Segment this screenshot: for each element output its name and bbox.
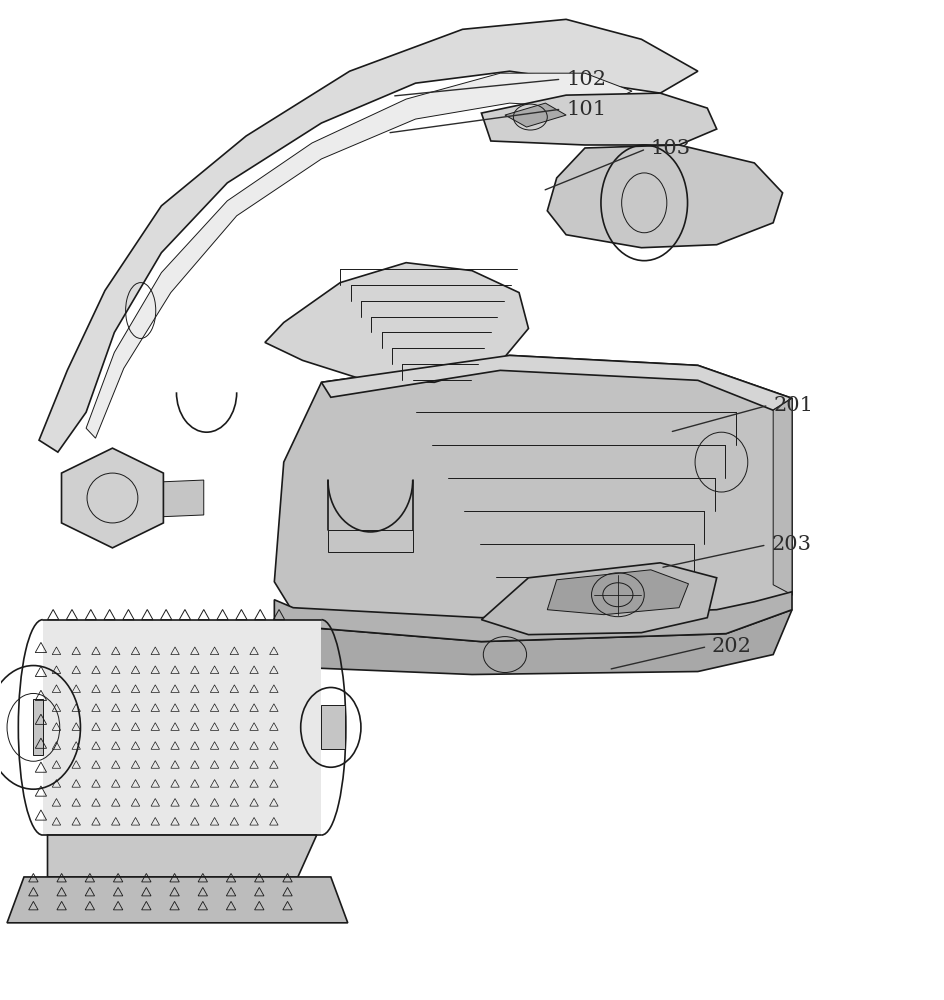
Polygon shape bbox=[505, 103, 566, 127]
Polygon shape bbox=[256, 610, 792, 675]
Polygon shape bbox=[275, 355, 792, 665]
Text: 201: 201 bbox=[773, 396, 813, 415]
Polygon shape bbox=[33, 699, 42, 755]
Text: 203: 203 bbox=[771, 535, 811, 554]
Text: 102: 102 bbox=[566, 70, 606, 89]
Polygon shape bbox=[61, 448, 163, 548]
Polygon shape bbox=[275, 592, 792, 642]
Polygon shape bbox=[773, 398, 792, 595]
Polygon shape bbox=[39, 19, 698, 452]
Polygon shape bbox=[157, 480, 204, 517]
Text: 101: 101 bbox=[566, 100, 606, 119]
Polygon shape bbox=[7, 877, 347, 923]
Polygon shape bbox=[42, 620, 321, 835]
Polygon shape bbox=[481, 563, 716, 635]
Polygon shape bbox=[321, 355, 792, 410]
Polygon shape bbox=[47, 835, 316, 877]
Polygon shape bbox=[548, 145, 783, 248]
Polygon shape bbox=[321, 705, 345, 749]
Polygon shape bbox=[548, 570, 688, 615]
Polygon shape bbox=[265, 263, 529, 382]
Text: 103: 103 bbox=[650, 139, 691, 158]
Polygon shape bbox=[481, 93, 716, 145]
Polygon shape bbox=[86, 73, 632, 438]
Text: 202: 202 bbox=[712, 637, 751, 656]
Polygon shape bbox=[328, 530, 413, 552]
